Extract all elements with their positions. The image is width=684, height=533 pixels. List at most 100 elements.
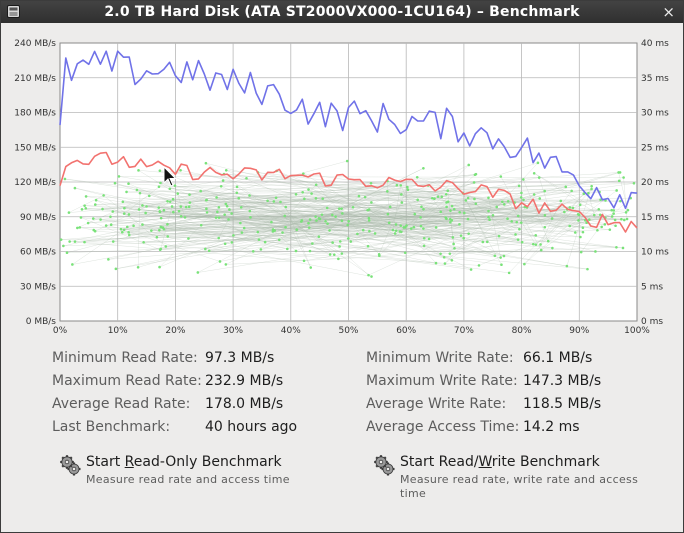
min-write-label: Minimum Write Rate:	[366, 350, 514, 366]
access-time-point	[303, 197, 306, 201]
access-time-seek-line	[341, 218, 447, 221]
avg-read-label: Average Read Rate:	[52, 396, 191, 412]
access-time-point	[579, 250, 583, 254]
access-time-point	[469, 268, 473, 271]
access-time-point	[510, 220, 513, 223]
access-time-point	[608, 228, 612, 231]
access-time-point	[386, 212, 390, 216]
y-right-tick-label: 30 ms	[641, 109, 669, 119]
close-icon[interactable]: ×	[662, 3, 675, 21]
access-time-point	[196, 271, 200, 274]
y-left-tick-label: 210 MB/s	[14, 74, 56, 84]
access-time-point	[256, 230, 260, 234]
access-time-point	[141, 204, 144, 207]
access-time-point	[590, 187, 593, 191]
x-tick-label: 60%	[396, 326, 416, 333]
access-time-point	[277, 238, 281, 242]
y-right-tick-label: 20 ms	[641, 178, 669, 188]
last-benchmark-label: Last Benchmark:	[52, 419, 171, 435]
x-tick-label: 80%	[512, 326, 532, 333]
access-time-point	[363, 195, 367, 199]
access-time-point	[127, 213, 131, 216]
y-right-tick-label: 0 ms	[641, 317, 663, 327]
access-time-point	[221, 179, 225, 182]
avg-access-label: Average Access Time:	[366, 419, 520, 435]
access-time-point	[179, 168, 182, 172]
access-time-point	[187, 205, 191, 209]
access-time-point	[499, 175, 503, 178]
access-time-point	[324, 220, 327, 223]
access-time-point	[318, 217, 322, 221]
access-time-seek-line	[315, 198, 437, 228]
access-time-point	[315, 219, 318, 222]
access-time-point	[331, 241, 334, 244]
access-time-point	[559, 199, 563, 203]
access-time-seek-line	[120, 228, 221, 262]
read-only-benchmark-title: Start Read-Only Benchmark	[86, 454, 282, 470]
access-time-point	[332, 253, 336, 256]
access-time-point	[413, 212, 417, 216]
access-time-seek-line	[88, 191, 388, 224]
access-time-point	[446, 200, 450, 203]
access-time-point	[159, 225, 163, 229]
access-time-seek-line	[118, 176, 553, 249]
access-time-point	[347, 237, 350, 240]
access-time-point	[111, 240, 115, 243]
access-time-seek-line	[189, 185, 520, 208]
access-time-point	[284, 205, 288, 209]
access-time-point	[394, 229, 398, 232]
title-bar[interactable]: 2.0 TB Hard Disk (ATA ST2000VX000-1CU164…	[1, 1, 683, 23]
access-time-point	[157, 206, 161, 209]
access-time-seek-line	[257, 172, 509, 202]
access-time-point	[84, 195, 88, 198]
access-time-seek-line	[424, 190, 545, 239]
start-read-only-benchmark-button[interactable]: Start Read-Only Benchmark Measure read r…	[59, 454, 349, 490]
access-time-point	[399, 224, 403, 227]
access-time-seek-line	[400, 225, 437, 264]
access-time-point	[299, 220, 303, 223]
access-time-point	[467, 163, 471, 167]
access-time-point	[159, 216, 163, 220]
access-time-seek-line	[241, 186, 592, 208]
access-time-point	[538, 197, 542, 200]
access-time-point	[237, 196, 241, 200]
access-time-point	[71, 263, 74, 266]
access-time-point	[626, 208, 630, 212]
access-time-seek-line	[295, 194, 445, 258]
access-time-point	[239, 206, 243, 209]
access-time-point	[215, 196, 218, 199]
window-menu-icon[interactable]	[7, 5, 20, 18]
access-time-seek-line	[387, 213, 421, 218]
access-time-point	[543, 189, 547, 193]
access-time-point	[578, 203, 582, 207]
access-time-point	[395, 183, 399, 187]
start-read-write-benchmark-button[interactable]: Start Read/Write Benchmark Measure read …	[373, 454, 673, 504]
access-time-point	[334, 215, 337, 218]
access-time-point	[331, 213, 334, 217]
access-time-point	[581, 226, 585, 230]
y-right-tick-label: 25 ms	[641, 143, 669, 153]
access-time-point	[308, 218, 312, 221]
access-time-point	[59, 238, 63, 241]
access-time-point	[466, 217, 470, 221]
access-time-point	[235, 191, 239, 195]
access-time-point	[439, 210, 443, 214]
x-tick-label: 0%	[53, 326, 68, 333]
access-time-seek-line	[167, 224, 254, 252]
access-time-seek-line	[303, 173, 441, 254]
access-time-seek-line	[227, 180, 620, 207]
access-time-seek-line	[146, 206, 437, 228]
access-time-point	[466, 196, 470, 200]
access-time-point	[121, 200, 125, 204]
access-time-point	[216, 210, 219, 214]
access-time-seek-line	[464, 172, 619, 214]
access-time-seek-line	[420, 201, 449, 227]
access-time-point	[442, 255, 446, 259]
access-time-seek-line	[368, 219, 490, 276]
access-time-point	[477, 264, 481, 267]
access-time-point	[522, 198, 525, 202]
access-time-point	[488, 218, 491, 222]
access-time-point	[138, 191, 142, 195]
access-time-seek-line	[260, 162, 538, 250]
access-time-seek-line	[428, 185, 598, 231]
